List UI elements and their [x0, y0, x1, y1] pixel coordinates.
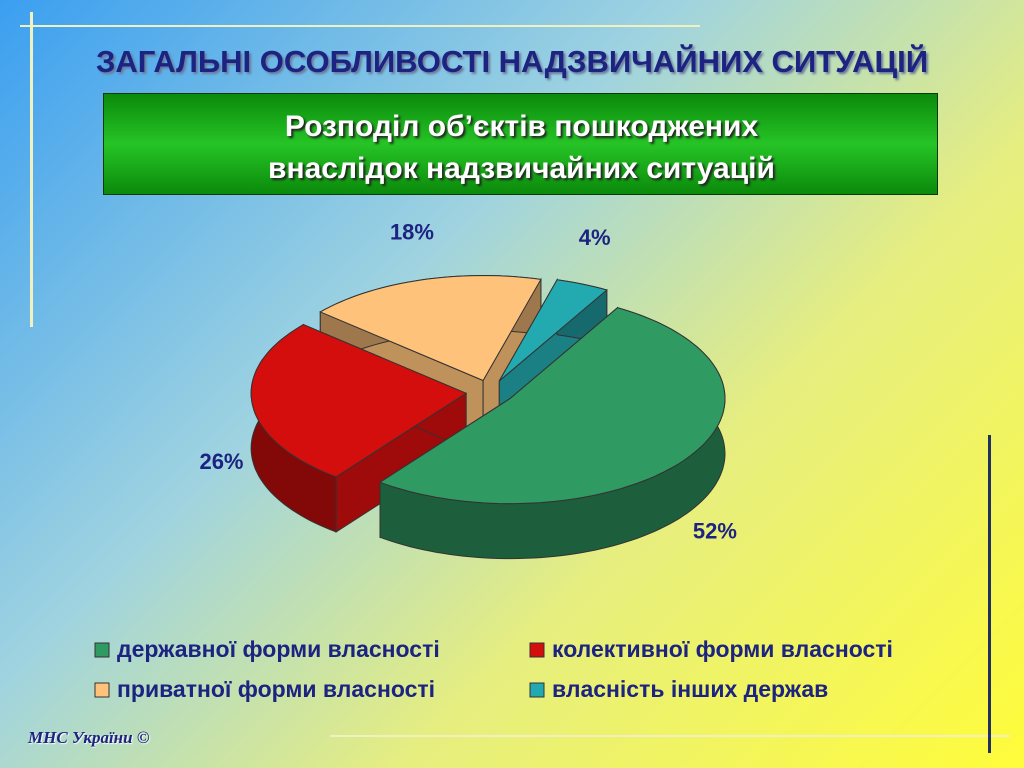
decor-line [330, 735, 1010, 737]
decor-line [988, 435, 991, 753]
decor-line [20, 25, 700, 27]
slice-top [319, 274, 542, 382]
decor-line [30, 12, 33, 327]
title-box: Розподіл об’єктів пошкоджених внаслідок … [103, 93, 938, 195]
value-label: 18% [390, 219, 434, 244]
legend-swatch [529, 682, 545, 698]
value-label: 52% [693, 519, 737, 544]
slice-top [378, 307, 726, 505]
value-label: 26% [199, 449, 243, 474]
slice-top [250, 324, 468, 478]
slice-top [498, 279, 608, 382]
pie-slice [378, 306, 726, 560]
legend-label: державної форми власності [117, 636, 440, 662]
legend-swatch [529, 642, 545, 658]
chart-title: Розподіл об’єктів пошкоджених внаслідок … [268, 110, 775, 185]
value-label: 4% [579, 225, 611, 250]
legend-swatch [94, 682, 110, 698]
legend-label: колективної форми власності [552, 636, 893, 662]
legend-label: приватної форми власності [117, 676, 435, 702]
legend-label: власність інших держав [552, 676, 828, 702]
legend-swatch [94, 642, 110, 658]
pie-slice [250, 323, 468, 533]
footer: МНС України © [28, 728, 150, 747]
slide-header: ЗАГАЛЬНІ ОСОБЛИВОСТІ НАДЗВИЧАЙНИХ СИТУАЦ… [95, 44, 929, 79]
